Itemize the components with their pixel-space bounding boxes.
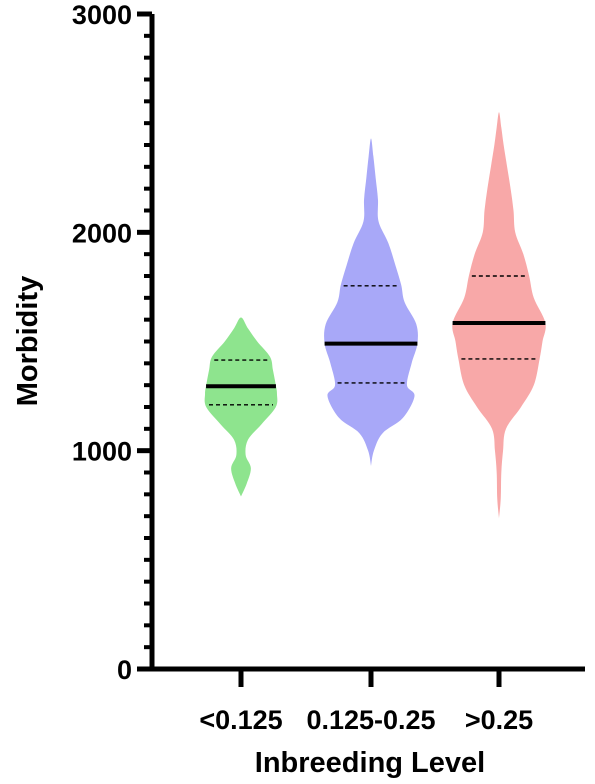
y-tick-label: 1000 [72,437,132,467]
x-category-label: >0.25 [465,705,533,735]
x-category-label: <0.125 [199,705,282,735]
violin-gt-0-25 [452,112,546,519]
violin-0-125-0-25 [324,138,418,466]
x-category-label: 0.125-0.25 [306,705,435,735]
y-axis-title: Morbidity [12,276,44,407]
y-tick-label: 2000 [72,218,132,248]
violins-group [204,112,546,519]
labels-group: 0 1000 2000 3000 <0.125 0.125-0.25 >0.25 Inbree… [12,0,533,779]
axes-group [137,11,585,687]
violin-lt-0-125 [204,317,278,497]
y-tick-label: 0 [117,655,132,685]
y-tick-label: 3000 [72,0,132,30]
x-axis-title: Inbreeding Level [255,747,485,779]
